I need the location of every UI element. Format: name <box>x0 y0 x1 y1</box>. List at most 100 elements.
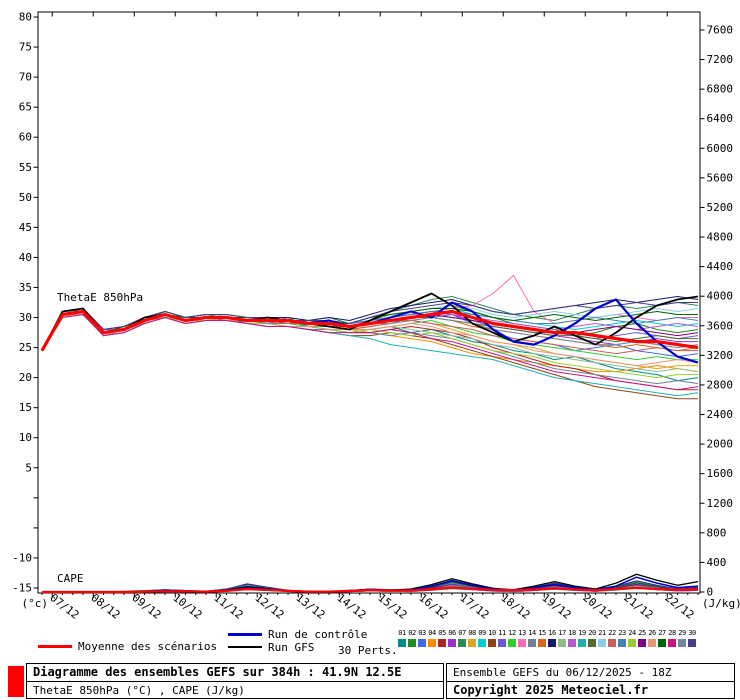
svg-text:4400: 4400 <box>707 260 734 273</box>
pert-number: 14 <box>528 629 536 637</box>
pert-key-item: 13 <box>517 629 527 647</box>
pert-key-item: 22 <box>607 629 617 647</box>
pert-number: 29 <box>678 629 686 637</box>
pert-key-item: 20 <box>587 629 597 647</box>
pert-color-square <box>448 639 456 647</box>
title-box: Diagramme des ensembles GEFS sur 384h : … <box>26 663 444 699</box>
pert-color-square <box>398 639 406 647</box>
member-21-thetae-line <box>41 305 699 351</box>
chart-canvas: 80 75 70 65 60 55 50 45 40 35 30 25 20 15 10 5 -10 -15 760… <box>12 11 740 622</box>
pert-key-item: 28 <box>667 629 677 647</box>
pert-color-square <box>678 639 686 647</box>
svg-text:2400: 2400 <box>707 408 734 421</box>
pert-number: 25 <box>638 629 646 637</box>
pert-number: 24 <box>628 629 636 637</box>
run-info: Ensemble GEFS du 06/12/2025 - 18Z <box>447 664 734 682</box>
x-date-label: 15/12 <box>375 591 409 622</box>
pert-number: 12 <box>508 629 516 637</box>
gfs-legend-swatch <box>228 646 262 648</box>
x-date-label: 07/12 <box>47 591 81 622</box>
pert-color-square <box>638 639 646 647</box>
svg-text:15: 15 <box>19 401 32 414</box>
pert-number: 08 <box>468 629 476 637</box>
pert-key-item: 19 <box>577 629 587 647</box>
svg-text:6000: 6000 <box>707 142 734 155</box>
svg-text:6800: 6800 <box>707 83 734 96</box>
gfs-legend-label: Run GFS <box>268 641 315 654</box>
x-date-label: 09/12 <box>129 591 163 622</box>
pert-number: 05 <box>438 629 446 637</box>
pert-key-item: 06 <box>447 629 457 647</box>
pert-color-square <box>538 639 546 647</box>
pert-color-square <box>458 639 466 647</box>
gfs-thetae-line <box>41 292 699 352</box>
pert-number: 22 <box>608 629 616 637</box>
pert-key-item: 05 <box>437 629 447 647</box>
svg-text:1600: 1600 <box>707 467 734 480</box>
main-series-lines <box>40 292 699 594</box>
pert-key-item: 14 <box>527 629 537 647</box>
pert-number: 20 <box>588 629 596 637</box>
thetae-series-label: ThetaE 850hPa <box>57 291 143 304</box>
control-legend-swatch <box>228 633 262 636</box>
svg-text:400: 400 <box>707 556 727 569</box>
svg-text:6400: 6400 <box>707 112 734 125</box>
control-legend-label: Run de contrôle <box>268 628 368 641</box>
svg-text:0: 0 <box>707 586 714 599</box>
pert-color-square <box>478 639 486 647</box>
pert-color-square <box>438 639 446 647</box>
svg-text:2000: 2000 <box>707 438 734 451</box>
copyright: Copyright 2025 Meteociel.fr <box>453 683 649 697</box>
svg-text:5200: 5200 <box>707 201 734 214</box>
pert-color-square <box>498 639 506 647</box>
svg-text:800: 800 <box>707 526 727 539</box>
x-date-label: 11/12 <box>211 591 245 622</box>
pert-number: 11 <box>498 629 506 637</box>
pert-color-square <box>658 639 666 647</box>
svg-text:5: 5 <box>25 461 32 474</box>
pert-number: 13 <box>518 629 526 637</box>
pert-number: 21 <box>598 629 606 637</box>
pert-number: 26 <box>648 629 656 637</box>
pert-number: 09 <box>478 629 486 637</box>
svg-text:3200: 3200 <box>707 349 734 362</box>
pert-key-item: 21 <box>597 629 607 647</box>
pert-color-square <box>578 639 586 647</box>
pert-color-square <box>508 639 516 647</box>
perturbation-color-key: 01 02 03 04 05 06 07 08 09 10 11 12 13 14 15 16 17 18 19 20… <box>397 629 697 647</box>
left-axis-unit-label: (°c) <box>22 597 49 610</box>
perts-count-label: 30 Perts. <box>338 644 398 657</box>
pert-color-square <box>568 639 576 647</box>
pert-color-square <box>558 639 566 647</box>
pert-color-square <box>428 639 436 647</box>
pert-color-square <box>668 639 676 647</box>
pert-number: 30 <box>688 629 696 637</box>
svg-text:10: 10 <box>19 431 32 444</box>
pert-number: 01 <box>398 629 406 637</box>
pert-key-item: 27 <box>657 629 667 647</box>
mean-thetae-line <box>40 309 699 352</box>
pert-key-item: 25 <box>637 629 647 647</box>
pert-key-item: 11 <box>497 629 507 647</box>
svg-text:70: 70 <box>19 71 32 84</box>
member-02-thetae-line <box>41 305 699 351</box>
svg-text:75: 75 <box>19 41 32 54</box>
pert-key-item: 03 <box>417 629 427 647</box>
pert-number: 15 <box>538 629 546 637</box>
svg-text:4800: 4800 <box>707 231 734 244</box>
pert-color-square <box>648 639 656 647</box>
pert-number: 03 <box>418 629 426 637</box>
right-axis-unit-label: (J/kg) <box>702 597 740 610</box>
pert-key-item: 09 <box>477 629 487 647</box>
pert-color-square <box>548 639 556 647</box>
svg-text:50: 50 <box>19 191 32 204</box>
member-10-thetae-line <box>41 314 698 400</box>
pert-number: 19 <box>578 629 586 637</box>
svg-text:2800: 2800 <box>707 378 734 391</box>
pert-color-square <box>618 639 626 647</box>
x-date-label: 17/12 <box>457 591 491 622</box>
diagram-title: Diagramme des ensembles GEFS sur 384h : … <box>27 664 443 682</box>
pert-key-item: 23 <box>617 629 627 647</box>
pert-color-square <box>588 639 596 647</box>
svg-text:80: 80 <box>19 11 32 24</box>
